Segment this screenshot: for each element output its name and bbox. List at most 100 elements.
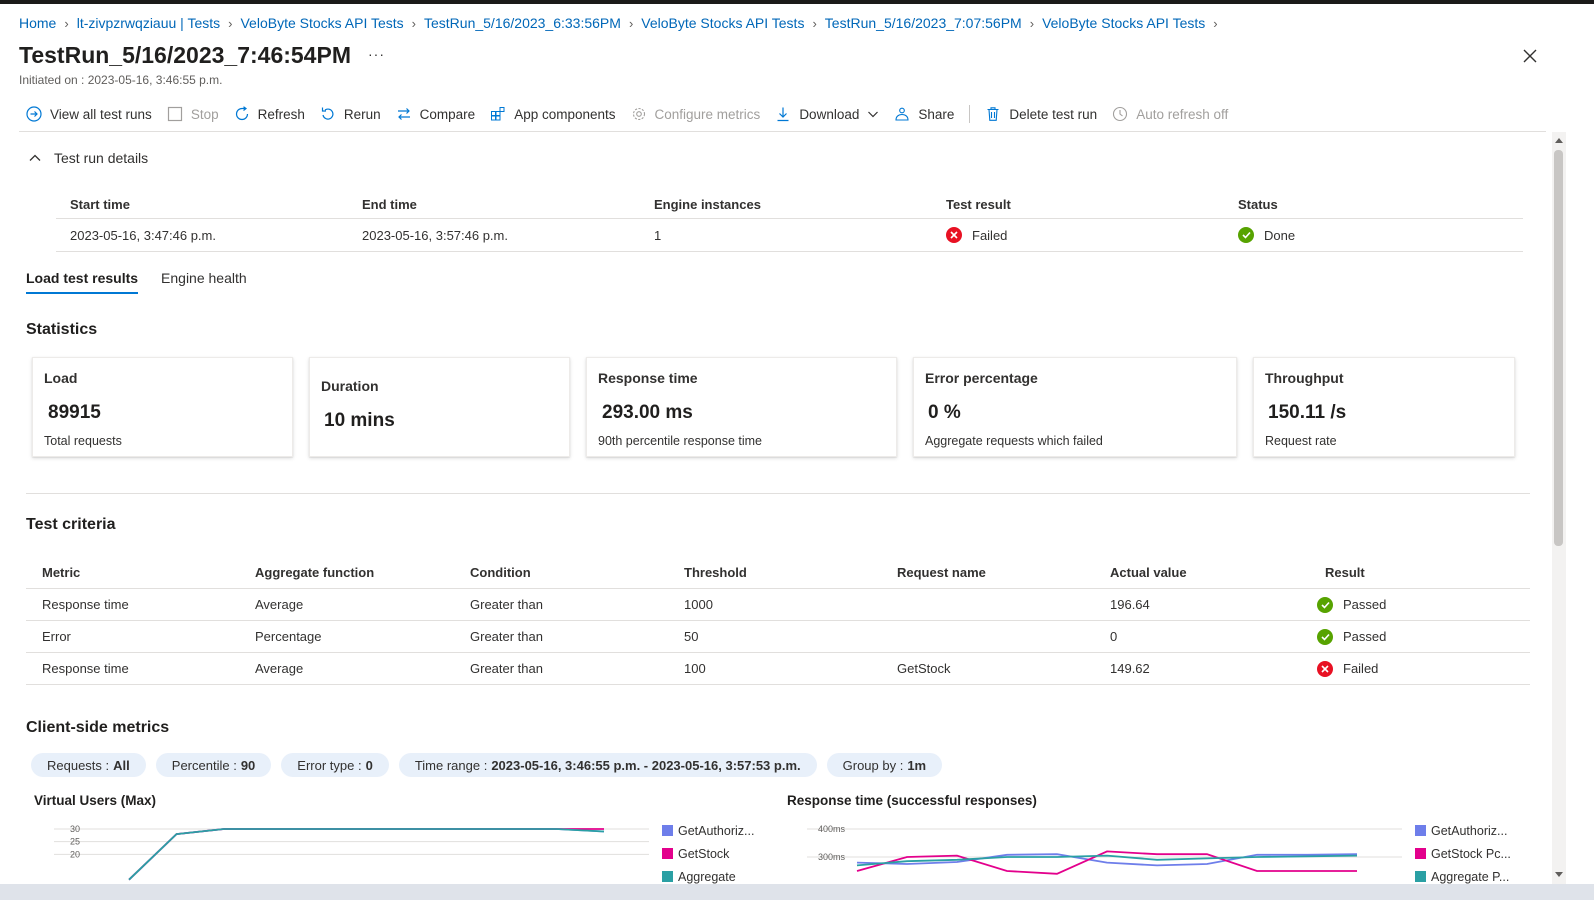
legend-item[interactable]: GetAuthoriz...: [662, 819, 754, 842]
error-type-filter[interactable]: Error type :0: [281, 753, 389, 777]
scrollbar-thumb[interactable]: [1554, 150, 1563, 546]
command-bar: View all test runs Stop Refresh Rerun Co…: [26, 104, 1243, 124]
breadcrumb-test-3[interactable]: VeloByte Stocks API Tests: [1042, 15, 1206, 31]
legend-item[interactable]: Aggregate: [662, 865, 754, 888]
chevron-right-icon: ›: [628, 15, 634, 31]
criteria-result: Failed: [1343, 661, 1379, 676]
filter-value: All: [113, 757, 130, 773]
header-start-time: Start time: [70, 196, 130, 212]
engine-instances-value: 1: [654, 227, 662, 243]
stat-throughput-value: 150.11 /s: [1268, 402, 1347, 423]
series-line[interactable]: [856, 854, 1358, 867]
checkmark-icon: [1317, 628, 1333, 645]
rerun-button[interactable]: Rerun: [320, 106, 381, 122]
response-time-chart-title: Response time (successful responses): [787, 793, 1037, 808]
top-bar: [0, 0, 1594, 4]
delete-test-run-label: Delete test run: [1009, 106, 1098, 122]
breadcrumb-home[interactable]: Home: [19, 15, 57, 31]
stop-icon: [167, 106, 182, 122]
stat-card-response-time: Response time 293.00 ms 90th percentile …: [586, 357, 897, 457]
auto-refresh-button[interactable]: Auto refresh off: [1112, 106, 1228, 122]
header-engine-instances: Engine instances: [654, 196, 761, 212]
criteria-condition: Greater than: [470, 597, 543, 612]
tab-engine-health[interactable]: Engine health: [161, 270, 247, 286]
chevron-right-icon: ›: [812, 15, 817, 31]
criteria-condition: Greater than: [470, 661, 543, 676]
filter-label: Group by :: [842, 757, 904, 773]
stop-button[interactable]: Stop: [167, 106, 219, 122]
criteria-request-name: GetStock: [897, 661, 951, 676]
stat-throughput-sub: Request rate: [1265, 434, 1337, 448]
legend-item[interactable]: GetAuthoriz...: [1415, 819, 1511, 842]
table-row: Response time Average Greater than 100 G…: [26, 653, 1530, 685]
error-icon: [1317, 660, 1333, 677]
close-icon: [1523, 49, 1537, 63]
scroll-up-icon[interactable]: [1554, 136, 1564, 144]
window-bottom-edge: [0, 884, 1594, 900]
filter-value: 2023-05-16, 3:46:55 p.m. - 2023-05-16, 3…: [491, 757, 801, 773]
chevron-right-icon: ›: [64, 15, 69, 31]
delete-test-run-button[interactable]: Delete test run: [985, 106, 1097, 122]
app-components-label: App components: [514, 106, 616, 122]
filter-value: 0: [365, 757, 373, 773]
breadcrumb-run-2[interactable]: TestRun_5/16/2023_7:07:56PM: [824, 15, 1022, 31]
breadcrumb-test-1[interactable]: VeloByte Stocks API Tests: [240, 15, 404, 31]
series-line[interactable]: [856, 853, 1358, 867]
criteria-condition: Greater than: [470, 629, 543, 644]
stat-error-label: Error percentage: [925, 370, 1038, 386]
legend-item[interactable]: GetStock: [662, 842, 754, 865]
breadcrumb-run-1[interactable]: TestRun_5/16/2023_6:33:56PM: [424, 15, 621, 31]
group-by-filter[interactable]: Group by :1m: [826, 753, 943, 777]
test-criteria-table: Metric Aggregate function Condition Thre…: [26, 556, 1530, 685]
chevron-right-icon: ›: [411, 15, 416, 31]
criteria-metric: Error: [42, 629, 71, 644]
criteria-result-cell: Passed: [1317, 589, 1386, 620]
percentile-filter[interactable]: Percentile :90: [155, 753, 272, 777]
tab-load-test-results[interactable]: Load test results: [26, 270, 139, 294]
view-all-test-runs-button[interactable]: View all test runs: [26, 106, 152, 122]
time-range-filter[interactable]: Time range :2023-05-16, 3:46:55 p.m. - 2…: [398, 753, 817, 777]
header-status: Status: [1238, 196, 1278, 212]
breadcrumb-test-2[interactable]: VeloByte Stocks API Tests: [641, 15, 805, 31]
share-button[interactable]: Share: [894, 106, 954, 122]
initiated-on-text: Initiated on : 2023-05-16, 3:46:55 p.m.: [19, 73, 223, 87]
legend-label: GetStock: [678, 846, 730, 861]
refresh-button[interactable]: Refresh: [234, 106, 305, 122]
table-row: Response time Average Greater than 1000 …: [26, 589, 1530, 621]
series-line[interactable]: [856, 850, 1357, 875]
compare-button[interactable]: Compare: [396, 106, 476, 122]
y-tick-label: 25: [70, 837, 80, 847]
legend-item[interactable]: GetStock Pc...: [1415, 842, 1511, 865]
breadcrumb-resource[interactable]: lt-zivpzrwqziauu | Tests: [76, 15, 221, 31]
close-button[interactable]: [1518, 44, 1542, 68]
criteria-actual-value: 196.64: [1110, 597, 1150, 612]
end-time-value: 2023-05-16, 3:57:46 p.m.: [362, 227, 508, 243]
compare-label: Compare: [419, 106, 476, 122]
criteria-actual-value: 0: [1110, 629, 1118, 644]
download-icon: [777, 107, 789, 122]
criteria-threshold: 1000: [684, 597, 713, 612]
download-label: Download: [799, 106, 860, 122]
configure-metrics-button[interactable]: Configure metrics: [631, 106, 760, 122]
response-time-legend: GetAuthoriz... GetStock Pc... Aggregate …: [1415, 819, 1511, 888]
stat-response-value: 293.00 ms: [602, 402, 693, 423]
requests-filter[interactable]: Requests : All: [31, 753, 146, 777]
series-line[interactable]: [128, 828, 605, 881]
header-threshold: Threshold: [684, 564, 747, 580]
stat-load-sub: Total requests: [44, 434, 122, 448]
scroll-down-icon[interactable]: [1554, 871, 1564, 879]
criteria-metric: Response time: [42, 597, 129, 612]
download-button[interactable]: Download: [775, 106, 879, 122]
arrow-circle-right-icon: [26, 106, 42, 122]
test-run-details-toggle[interactable]: Test run details: [28, 150, 148, 166]
metrics-filter-bar: Requests : All Percentile :90 Error type …: [31, 753, 952, 777]
filter-label: Requests :: [47, 757, 110, 773]
refresh-icon: [235, 106, 248, 121]
result-tabs: Load test results Engine health: [26, 270, 270, 294]
breadcrumb: Home › lt-zivpzrwqziauu | Tests › VeloBy…: [19, 15, 1226, 31]
legend-item[interactable]: Aggregate P...: [1415, 865, 1511, 888]
criteria-actual-value: 149.62: [1110, 661, 1150, 676]
app-components-button[interactable]: App components: [490, 106, 616, 122]
more-options-button[interactable]: ···: [368, 46, 385, 62]
client-side-metrics-heading: Client-side metrics: [26, 719, 170, 736]
